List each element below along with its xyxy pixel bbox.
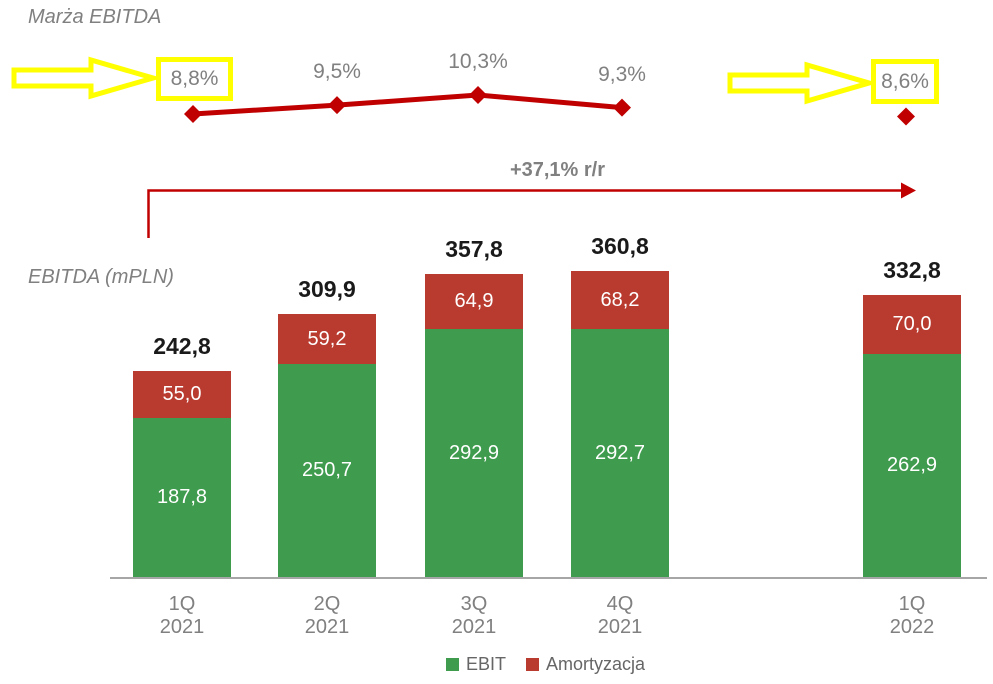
x-axis-label-2Q-2021: 2Q 2021 xyxy=(267,593,387,639)
margin-line-chart xyxy=(184,85,915,126)
year-text: 2021 xyxy=(597,616,643,638)
quarter-text: 3Q xyxy=(460,593,488,615)
ebit-segment: 250,7 xyxy=(278,364,376,577)
legend-amortyzacja-label: Amortyzacja xyxy=(546,654,646,674)
margin-point-label-4Q-2021: 9,3% xyxy=(598,62,646,86)
x-axis-line xyxy=(110,577,987,579)
quarter-text: 4Q xyxy=(606,593,634,615)
ebit-value: 262,9 xyxy=(886,454,938,476)
growth-annotation: +37,1% r/r xyxy=(509,159,606,181)
margin-value-first: 8,8% xyxy=(170,67,219,90)
ebit-value: 292,7 xyxy=(594,441,646,464)
x-axis-label-1Q-2022: 1Q 2022 xyxy=(852,593,972,639)
quarter-text: 2Q xyxy=(313,593,341,615)
amortyzacja-swatch-icon xyxy=(526,658,540,671)
amortyzacja-value: 59,2 xyxy=(307,327,347,350)
margin-point-label-2Q-2021: 9,5% xyxy=(313,60,361,84)
ebit-value: 292,9 xyxy=(448,441,500,464)
amortyzacja-value: 55,0 xyxy=(162,383,202,405)
total-label-2Q-2021: 309,9 xyxy=(298,276,356,302)
year-text: 2021 xyxy=(159,616,205,638)
diamond-marker-icon xyxy=(897,107,915,126)
margin-value-last: 8,6% xyxy=(881,69,929,93)
legend: EBIT Amortyzacja xyxy=(446,654,645,675)
quarter-text: 1Q xyxy=(898,593,926,615)
margin-chart-title: Marża EBITDA xyxy=(28,6,162,28)
total-label-1Q-2022: 332,8 xyxy=(883,257,941,283)
ebit-segment: 187,8 xyxy=(133,418,231,577)
quarter-text: 1Q xyxy=(168,593,196,615)
stacked-bar-1Q-2022: 70,0 262,9 xyxy=(863,295,961,577)
x-axis-label-3Q-2021: 3Q 2021 xyxy=(414,593,534,639)
amortyzacja-segment: 55,0 xyxy=(133,371,231,418)
margin-highlight-box-last: 8,6% xyxy=(871,59,939,104)
margin-line xyxy=(190,92,625,117)
total-label-1Q-2021: 242,8 xyxy=(153,333,211,359)
legend-item-ebit: EBIT xyxy=(446,654,506,675)
stacked-bar-1Q-2021: 55,0 187,8 xyxy=(133,371,231,577)
ebit-swatch-icon xyxy=(446,658,459,671)
amortyzacja-value: 70,0 xyxy=(892,313,932,335)
total-label-3Q-2021: 357,8 xyxy=(445,236,503,262)
diamond-marker-icon xyxy=(184,105,202,123)
amortyzacja-value: 64,9 xyxy=(454,290,494,312)
yellow-arrow-right-icon xyxy=(727,61,873,105)
amortyzacja-segment: 68,2 xyxy=(571,271,669,329)
amortyzacja-segment: 64,9 xyxy=(425,274,523,329)
stacked-bar-2Q-2021: 59,2 250,7 xyxy=(278,314,376,577)
yellow-arrow-left-icon xyxy=(11,56,157,100)
ebit-value: 187,8 xyxy=(156,486,208,508)
ebit-segment: 292,9 xyxy=(425,329,523,577)
growth-arrow-icon xyxy=(147,182,916,238)
amortyzacja-segment: 59,2 xyxy=(278,314,376,364)
year-text: 2021 xyxy=(451,616,497,638)
ebitda-chart-title: EBITDA (mPLN) xyxy=(28,266,174,288)
margin-point-label-3Q-2021: 10,3% xyxy=(448,49,508,73)
total-label-4Q-2021: 360,8 xyxy=(591,233,649,259)
diamond-marker-icon xyxy=(328,96,346,115)
diamond-marker-icon xyxy=(469,85,487,104)
legend-ebit-label: EBIT xyxy=(466,654,507,674)
year-text: 2021 xyxy=(304,616,350,638)
legend-item-amortyzacja: Amortyzacja xyxy=(526,654,645,675)
ebit-segment: 292,7 xyxy=(571,329,669,577)
diamond-marker-icon xyxy=(613,98,631,117)
amortyzacja-segment: 70,0 xyxy=(863,295,961,354)
ebit-segment: 262,9 xyxy=(863,354,961,577)
stacked-bar-3Q-2021: 64,9 292,9 xyxy=(425,274,523,577)
x-axis-label-4Q-2021: 4Q 2021 xyxy=(560,593,680,639)
amortyzacja-value: 68,2 xyxy=(600,288,640,311)
stacked-bar-4Q-2021: 68,2 292,7 xyxy=(571,271,669,577)
x-axis-label-1Q-2021: 1Q 2021 xyxy=(122,593,242,639)
ebit-value: 250,7 xyxy=(301,459,353,481)
year-text: 2022 xyxy=(889,616,935,638)
margin-highlight-box-first: 8,8% xyxy=(156,57,233,101)
